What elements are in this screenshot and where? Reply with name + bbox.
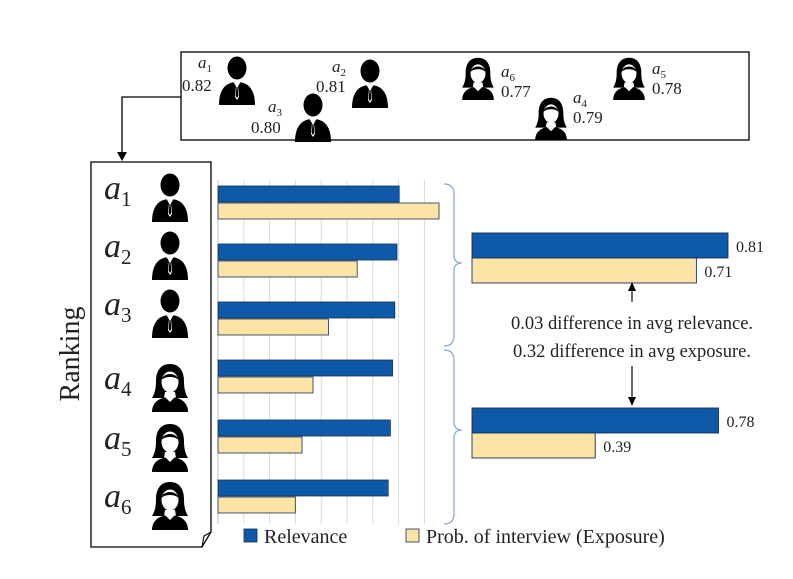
legend: Relevance Prob. of interview (Exposure) xyxy=(244,526,665,548)
female-group-bracket xyxy=(444,350,462,524)
pool-candidate-score: 0.82 xyxy=(182,76,212,95)
relevance-diff-annotation: 0.03 difference in avg relevance. xyxy=(511,314,753,334)
pool-candidate-score: 0.81 xyxy=(316,77,346,96)
relevance-bar xyxy=(218,244,397,260)
exposure-bar xyxy=(218,203,439,219)
exposure-bar xyxy=(218,261,357,277)
legend-relevance-swatch xyxy=(244,529,257,542)
group-relevance-bar xyxy=(472,233,728,258)
group-brackets xyxy=(444,184,462,524)
exposure-bar xyxy=(218,319,329,335)
pool-candidate-score: 0.77 xyxy=(501,82,531,101)
exposure-bar xyxy=(218,437,302,453)
male-group-bracket xyxy=(444,184,462,346)
exposure-diff-annotation: 0.32 difference in avg exposure. xyxy=(513,342,751,362)
ranking-title: Ranking xyxy=(55,307,86,402)
exposure-bar xyxy=(218,377,313,393)
pool-candidate-score: 0.80 xyxy=(251,118,281,137)
relevance-bar xyxy=(218,360,393,376)
exposure-bar xyxy=(218,497,295,513)
group-relevance-value: 0.81 xyxy=(736,239,764,256)
group-relevance-bar xyxy=(472,408,719,433)
legend-relevance-label: Relevance xyxy=(264,526,347,548)
relevance-bar xyxy=(218,186,399,202)
group-exposure-bar xyxy=(472,258,696,283)
pool-candidate-score: 0.78 xyxy=(652,79,682,98)
chart-grid xyxy=(218,180,424,524)
relevance-bar xyxy=(218,420,390,436)
relevance-bar xyxy=(218,302,395,318)
group-exposure-value: 0.39 xyxy=(603,439,631,456)
group-relevance-value: 0.78 xyxy=(726,414,754,431)
pool-to-ranking-arrow xyxy=(117,97,181,161)
group-exposure-bar xyxy=(472,433,595,458)
ranking-bars xyxy=(218,186,439,513)
legend-exposure-swatch xyxy=(406,529,419,542)
relevance-bar xyxy=(218,480,388,496)
group-exposure-value: 0.71 xyxy=(704,264,732,281)
legend-exposure-label: Prob. of interview (Exposure) xyxy=(426,526,665,548)
down-arrow-icon xyxy=(628,397,636,406)
pool-candidate-score: 0.79 xyxy=(573,108,603,127)
